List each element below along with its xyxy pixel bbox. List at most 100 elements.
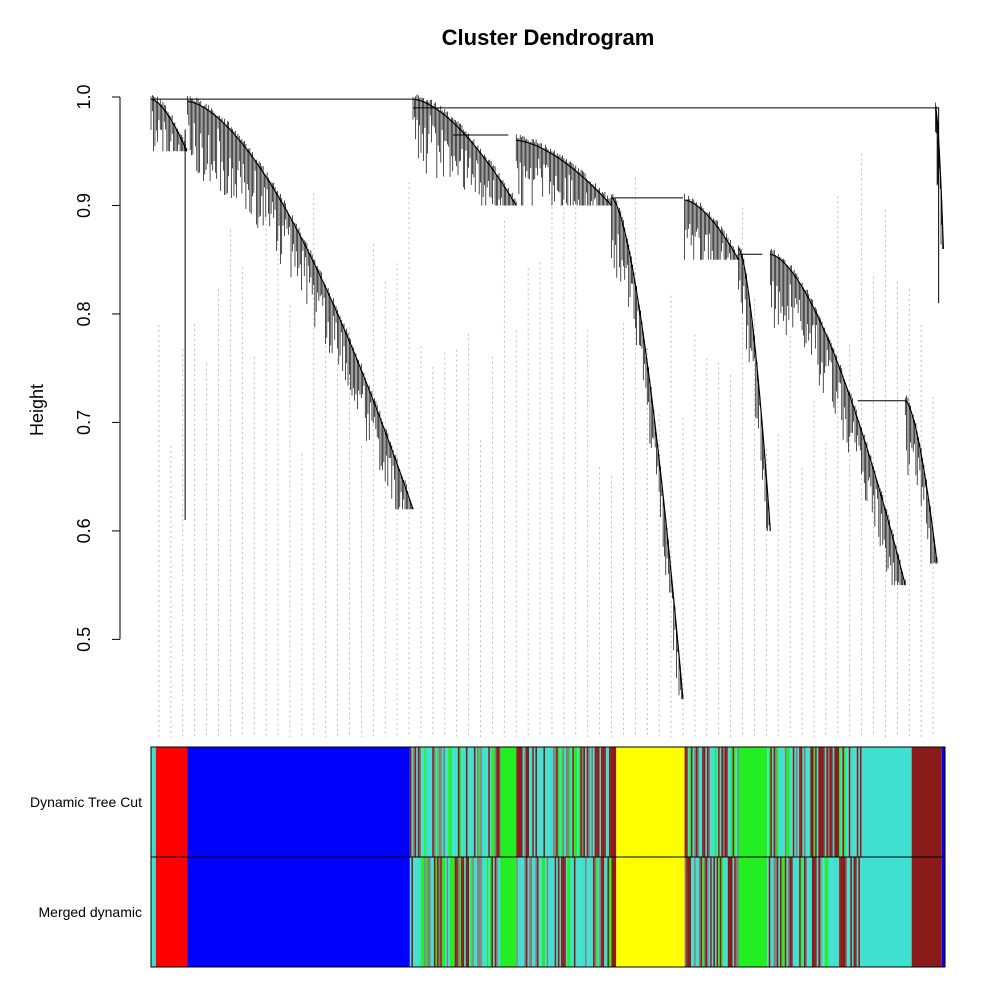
color-stripe [530,747,533,857]
color-stripe [538,857,541,967]
color-stripe [530,857,533,967]
color-segment [155,857,188,967]
color-stripe [533,747,536,857]
color-stripe [567,747,570,857]
color-row-label: Merged dynamic [39,904,143,920]
color-stripe [543,857,546,967]
color-stripe [770,747,773,857]
color-stripe [700,747,703,857]
color-stripe [462,747,465,857]
color-stripe [553,747,555,857]
color-stripe [795,857,798,967]
color-stripe [416,857,418,967]
color-stripe [529,747,531,857]
color-stripe [819,747,822,857]
color-stripe [432,857,434,967]
y-tick-label: 1.0 [74,84,94,109]
color-stripe [837,747,840,857]
color-stripe [438,747,441,857]
color-stripe [596,747,598,857]
color-stripe [861,857,864,967]
color-stripe [494,747,497,857]
color-stripe [791,747,793,857]
color-segment [187,857,410,967]
color-stripe [778,747,781,857]
color-stripe [714,857,717,967]
color-stripe [802,857,805,967]
color-stripe [437,747,439,857]
color-stripe [773,857,776,967]
color-stripe [695,747,698,857]
color-stripe [448,857,450,967]
color-stripe [710,747,712,857]
color-stripe [586,747,589,857]
color-stripe [413,747,415,857]
color-stripe [548,857,550,967]
color-stripe [802,747,805,857]
color-stripe [549,747,552,857]
color-stripe [684,857,687,967]
clade-left-b-envelope [187,100,414,510]
color-stripe [461,747,463,857]
color-segment [500,857,517,967]
color-stripe [732,747,735,857]
color-stripe [687,747,690,857]
color-stripe [470,857,473,967]
color-stripe [779,857,782,967]
color-stripe [800,857,803,967]
color-stripe [727,857,730,967]
color-stripe [538,747,541,857]
color-stripe [478,857,481,967]
color-stripe [417,747,420,857]
color-stripe [797,857,800,967]
color-stripe [818,747,821,857]
color-stripe [429,857,431,967]
color-stripe [521,857,523,967]
clade-right-a-envelope [684,199,740,261]
color-stripe [532,857,534,967]
color-stripe [435,747,438,857]
color-stripe [795,747,798,857]
color-stripe [800,747,803,857]
color-stripe [564,857,566,967]
color-stripe [851,747,854,857]
color-stripe [770,857,773,967]
color-stripe [698,747,701,857]
color-stripe [816,747,819,857]
color-stripe [588,857,590,967]
color-stripe [729,747,732,857]
color-stripe [697,747,700,857]
color-stripe [848,747,851,857]
clade-right-d [904,395,938,564]
color-segment [500,747,517,857]
color-stripe [446,857,449,967]
color-stripe [570,857,573,967]
color-stripe [581,857,584,967]
color-stripe [572,857,574,967]
color-stripe [690,857,693,967]
color-stripe [710,857,712,967]
color-stripe [535,857,538,967]
color-stripe [689,747,692,857]
color-stripe [700,857,703,967]
color-stripe [708,857,711,967]
color-stripe [546,857,549,967]
color-segment [611,857,617,967]
color-stripe [787,747,790,857]
color-stripe [816,857,819,967]
color-stripe [469,747,471,857]
color-stripe [794,747,797,857]
color-stripe [499,857,502,967]
color-stripe [767,747,769,857]
color-stripe [858,857,861,967]
color-stripe [533,857,536,967]
color-stripe [537,857,539,967]
color-stripe [472,747,474,857]
color-stripe [843,857,846,967]
color-stripe [569,857,571,967]
color-stripe [792,857,795,967]
color-stripe [771,857,774,967]
color-stripe [599,747,602,857]
color-stripe [467,747,470,857]
